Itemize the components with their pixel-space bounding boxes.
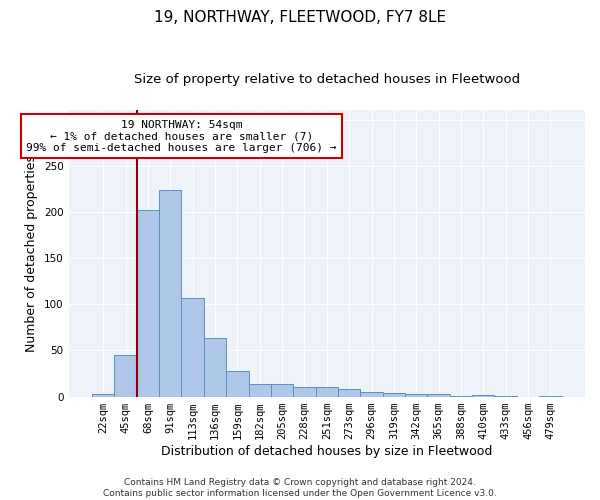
Bar bbox=[226, 370, 248, 396]
Bar bbox=[248, 384, 271, 396]
Text: 19, NORTHWAY, FLEETWOOD, FY7 8LE: 19, NORTHWAY, FLEETWOOD, FY7 8LE bbox=[154, 10, 446, 25]
Bar bbox=[271, 384, 293, 396]
Y-axis label: Number of detached properties: Number of detached properties bbox=[25, 155, 38, 352]
X-axis label: Distribution of detached houses by size in Fleetwood: Distribution of detached houses by size … bbox=[161, 444, 493, 458]
Bar bbox=[92, 394, 115, 396]
Bar bbox=[472, 394, 494, 396]
Bar bbox=[405, 394, 427, 396]
Text: Contains HM Land Registry data © Crown copyright and database right 2024.
Contai: Contains HM Land Registry data © Crown c… bbox=[103, 478, 497, 498]
Bar bbox=[361, 392, 383, 396]
Bar bbox=[159, 190, 181, 396]
Bar bbox=[338, 389, 361, 396]
Bar bbox=[383, 393, 405, 396]
Title: Size of property relative to detached houses in Fleetwood: Size of property relative to detached ho… bbox=[134, 72, 520, 86]
Bar bbox=[316, 388, 338, 396]
Bar bbox=[115, 355, 137, 397]
Bar bbox=[204, 338, 226, 396]
Bar bbox=[181, 298, 204, 396]
Bar bbox=[293, 388, 316, 396]
Text: 19 NORTHWAY: 54sqm
← 1% of detached houses are smaller (7)
99% of semi-detached : 19 NORTHWAY: 54sqm ← 1% of detached hous… bbox=[26, 120, 337, 152]
Bar bbox=[137, 210, 159, 396]
Bar bbox=[427, 394, 450, 396]
